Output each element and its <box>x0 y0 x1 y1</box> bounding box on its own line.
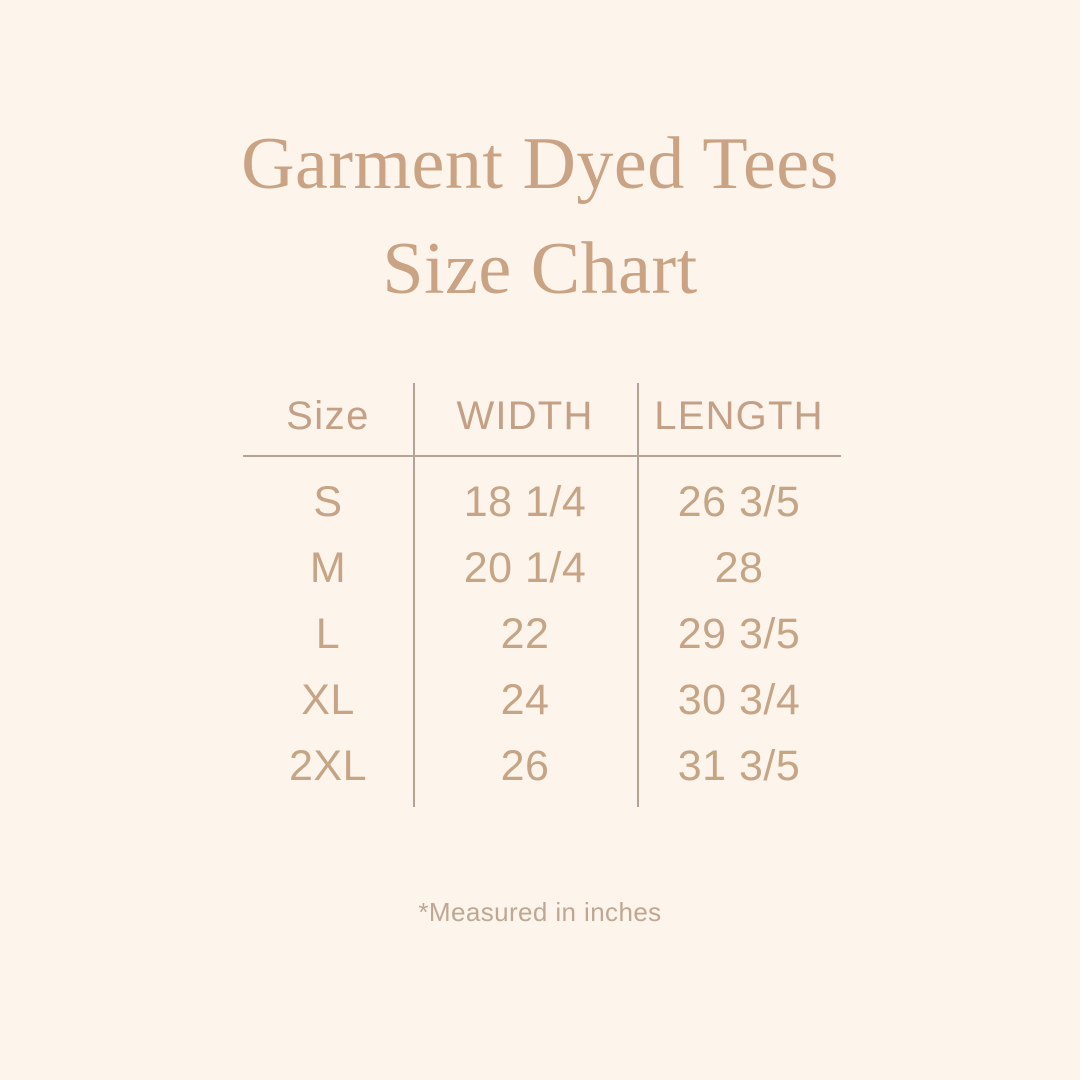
title-line-2: Size Chart <box>382 228 698 311</box>
cell-size: M <box>309 543 347 592</box>
measurement-note: *Measured in inches <box>418 897 662 927</box>
size-table-grid: Size WIDTH LENGTH S 18 1/4 26 3/5 M 20 1… <box>243 383 841 807</box>
cell-size: 2XL <box>288 741 367 790</box>
cell-size: S <box>313 477 343 526</box>
cell-size: XL <box>301 675 355 724</box>
table-body: S 18 1/4 26 3/5 M 20 1/4 28 L 22 29 3/5 … <box>243 469 841 799</box>
cell-width: 20 1/4 <box>463 543 587 592</box>
title-line-1: Garment Dyed Tees <box>241 123 839 205</box>
column-header-length: LENGTH <box>654 394 824 438</box>
column-divider-1 <box>413 383 415 807</box>
column-header-width: WIDTH <box>456 394 594 438</box>
cell-length: 29 3/5 <box>677 609 801 658</box>
column-header-size: Size <box>286 394 370 438</box>
table-row: S 18 1/4 26 3/5 <box>243 469 841 535</box>
cell-size: L <box>315 609 341 658</box>
header-divider <box>243 455 841 457</box>
cell-width: 24 <box>500 675 550 724</box>
table-header-row: Size WIDTH LENGTH <box>243 383 841 455</box>
size-table: Size WIDTH LENGTH S 18 1/4 26 3/5 M 20 1… <box>243 383 841 807</box>
table-row: 2XL 26 31 3/5 <box>243 733 841 799</box>
column-divider-2 <box>637 383 639 807</box>
table-row: M 20 1/4 28 <box>243 535 841 601</box>
cell-width: 26 <box>500 741 550 790</box>
page-title: Garment Dyed Tees Size Chart <box>0 112 1080 322</box>
table-row: L 22 29 3/5 <box>243 601 841 667</box>
cell-width: 22 <box>500 609 550 658</box>
table-row: XL 24 30 3/4 <box>243 667 841 733</box>
cell-length: 30 3/4 <box>677 675 801 724</box>
cell-length: 26 3/5 <box>677 477 801 526</box>
cell-width: 18 1/4 <box>463 477 587 526</box>
cell-length: 31 3/5 <box>677 741 801 790</box>
cell-length: 28 <box>714 543 764 592</box>
